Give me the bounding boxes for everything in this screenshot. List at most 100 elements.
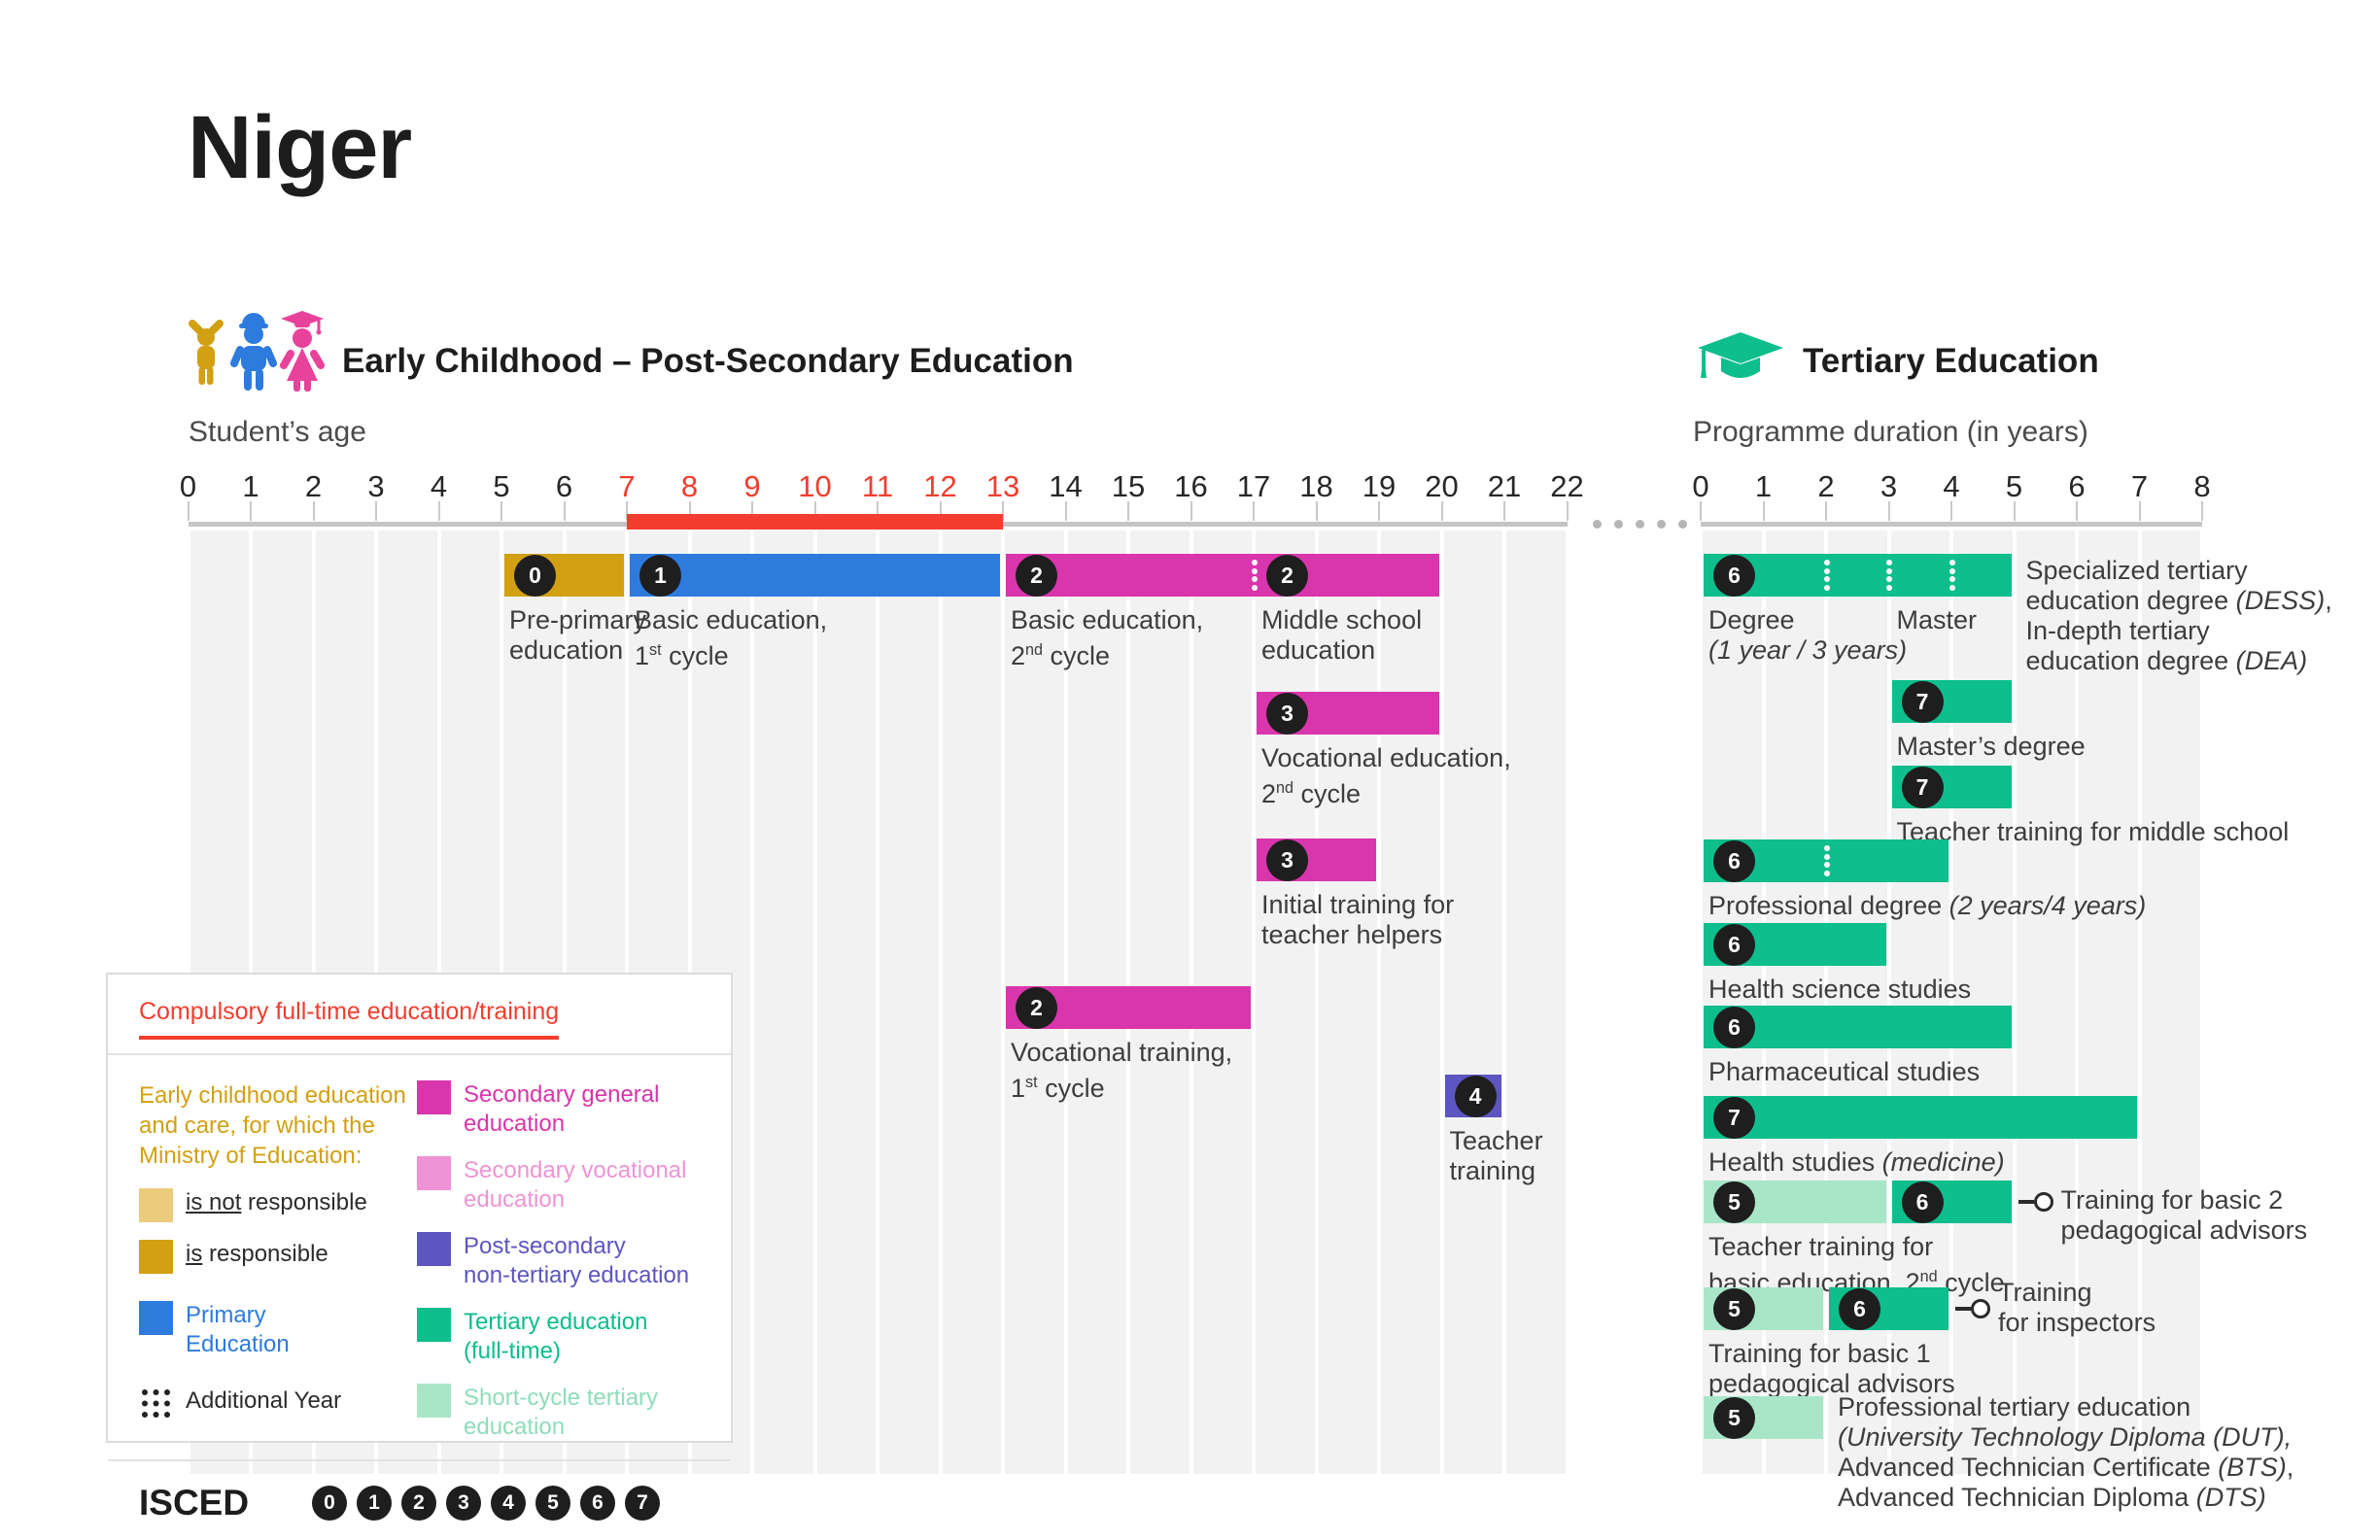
text-segment: (DESS) — [2235, 586, 2326, 615]
axis-tick-label: 16 — [1174, 469, 1208, 503]
axis-ellipsis-dot — [1657, 520, 1666, 529]
text-segment: education — [509, 635, 624, 665]
text-segment: (2 years/4 years) — [1949, 891, 2147, 920]
axis-label-programme-duration: Programme duration (in years) — [1693, 416, 2088, 448]
text-segment: Training — [1998, 1278, 2092, 1307]
isced-level-badge: 7 — [1901, 681, 1944, 723]
axis-tick-label: 15 — [1111, 469, 1146, 503]
year-column — [1443, 530, 1502, 1474]
axis-tick-label: 2 — [304, 469, 323, 503]
page-title: Niger — [188, 98, 412, 197]
text-segment: (1 year / 3 years) — [1708, 635, 1908, 665]
bar-label: Health studies (medicine) — [1708, 1147, 2005, 1178]
axis-ellipsis-dot — [1614, 520, 1623, 529]
isced-scale-badge: 4 — [491, 1486, 526, 1521]
legend-item-label: Secondary general education — [464, 1080, 702, 1139]
text-segment: non-tertiary education — [464, 1262, 690, 1288]
programme-bar — [630, 554, 1000, 597]
axis-tick — [1253, 501, 1255, 521]
axis-tick-label: 14 — [1049, 469, 1083, 503]
text-segment: Vocational training, — [1011, 1038, 1233, 1067]
text-segment: (DEA) — [2235, 646, 2308, 675]
bar-label: Pharmaceutical studies — [1708, 1057, 1980, 1087]
text-segment: cycle — [1293, 779, 1362, 808]
bar-label: Master’s degree — [1897, 732, 2086, 762]
text-segment: Primary — [186, 1302, 266, 1328]
connector-line — [2018, 1200, 2034, 1204]
text-segment: nd — [1276, 779, 1294, 797]
axis-tick-label: 19 — [1362, 469, 1397, 503]
text-segment: pedagogical advisors — [1708, 1369, 1955, 1398]
text-segment: Post-secondary — [464, 1233, 626, 1259]
isced-scale-badge: 2 — [401, 1486, 436, 1521]
connector-line — [1955, 1307, 1971, 1311]
axis-tick-label: 4 — [1943, 469, 1960, 503]
text-segment: Vocational education, — [1261, 743, 1511, 772]
text-segment: teacher helpers — [1261, 920, 1443, 949]
isced-level-badge: 2 — [1266, 555, 1308, 597]
axis-tick — [2201, 501, 2203, 521]
text-segment: Basic education, — [635, 605, 828, 634]
legend-item: Primary Education — [139, 1301, 417, 1359]
axis-tick — [250, 501, 252, 521]
legend-heading-early-childhood: Early childhood education and care, for w… — [139, 1082, 406, 1169]
legend-swatch-blue — [139, 1301, 173, 1335]
bar-side-label: Specialized tertiary education degree (DE… — [2026, 556, 2332, 676]
axis-tick-label: 8 — [680, 469, 699, 503]
text-segment: In-depth tertiary — [2025, 616, 2210, 645]
programme-bar — [1704, 1096, 2137, 1139]
axis-tick-label: 6 — [2068, 469, 2086, 503]
axis-tick — [1566, 501, 1569, 521]
axis-tick-label: 11 — [861, 469, 894, 503]
text-segment: 1 — [635, 641, 650, 670]
section-header-tertiary: Tertiary Education — [1803, 342, 2099, 380]
programme-bar — [1006, 554, 1439, 597]
axis-tick — [563, 501, 566, 521]
isced-level-badge: 6 — [1713, 1007, 1755, 1048]
axis-ellipsis-dot — [1593, 520, 1602, 529]
axis-tick — [1440, 501, 1443, 521]
legend-item-label: is not responsible — [186, 1188, 367, 1217]
axis-tick-label: 9 — [743, 469, 761, 503]
text-segment: Health science studies — [1708, 975, 1972, 1004]
text-segment: Secondary vocational — [464, 1157, 687, 1183]
legend-swatch-purple — [417, 1232, 451, 1266]
legend-item-label: Post-secondary non-tertiary education — [464, 1232, 689, 1290]
year-column — [942, 530, 1001, 1474]
isced-level-badge: 7 — [1713, 1097, 1755, 1139]
bar-label: Degree (1 year / 3 years) — [1708, 605, 1907, 666]
bar-label: Pre-primary education — [509, 605, 646, 666]
axis-tick — [626, 501, 628, 521]
axis-tick-label: 18 — [1299, 469, 1333, 503]
isced-scale-badge: 5 — [535, 1486, 570, 1521]
additional-year-divider — [1251, 557, 1258, 594]
axis-tick — [1002, 501, 1004, 521]
text-segment: Tertiary education — [464, 1309, 648, 1335]
text-segment: Training for basic 2 — [2060, 1185, 2284, 1215]
bar-label: Health science studies — [1708, 975, 1971, 1005]
axis-ellipsis-dot — [1678, 520, 1687, 529]
text-segment: Secondary general education — [464, 1081, 660, 1137]
legend-divider-top — [108, 1053, 731, 1055]
text-segment: responsible — [241, 1189, 367, 1215]
axis-tick-label: 2 — [1817, 469, 1835, 503]
isced-scale-badge: 7 — [625, 1486, 660, 1521]
text-segment: (DTS) — [2195, 1483, 2266, 1512]
legend-item: Secondary general education — [417, 1080, 702, 1139]
axis-tick-label: 1 — [1754, 469, 1773, 503]
text-segment: is not — [186, 1189, 242, 1215]
bar-side-label: Training for basic 2 pedagogical advisors — [2061, 1185, 2308, 1246]
text-segment: Degree — [1708, 605, 1795, 634]
bar-label: Teacher training — [1450, 1126, 1543, 1186]
axis-tick — [312, 501, 315, 521]
pupil-icon — [230, 313, 277, 391]
child-icon — [189, 320, 224, 385]
additional-year-icon — [142, 1389, 170, 1418]
axis-tick — [1825, 501, 1827, 521]
additional-year-divider — [1823, 842, 1830, 879]
text-segment: education degree — [2025, 646, 2236, 675]
text-segment: 2 — [1261, 779, 1277, 808]
isced-level-badge: 5 — [1713, 1288, 1755, 1330]
legend-swatch-green_light — [417, 1384, 451, 1418]
